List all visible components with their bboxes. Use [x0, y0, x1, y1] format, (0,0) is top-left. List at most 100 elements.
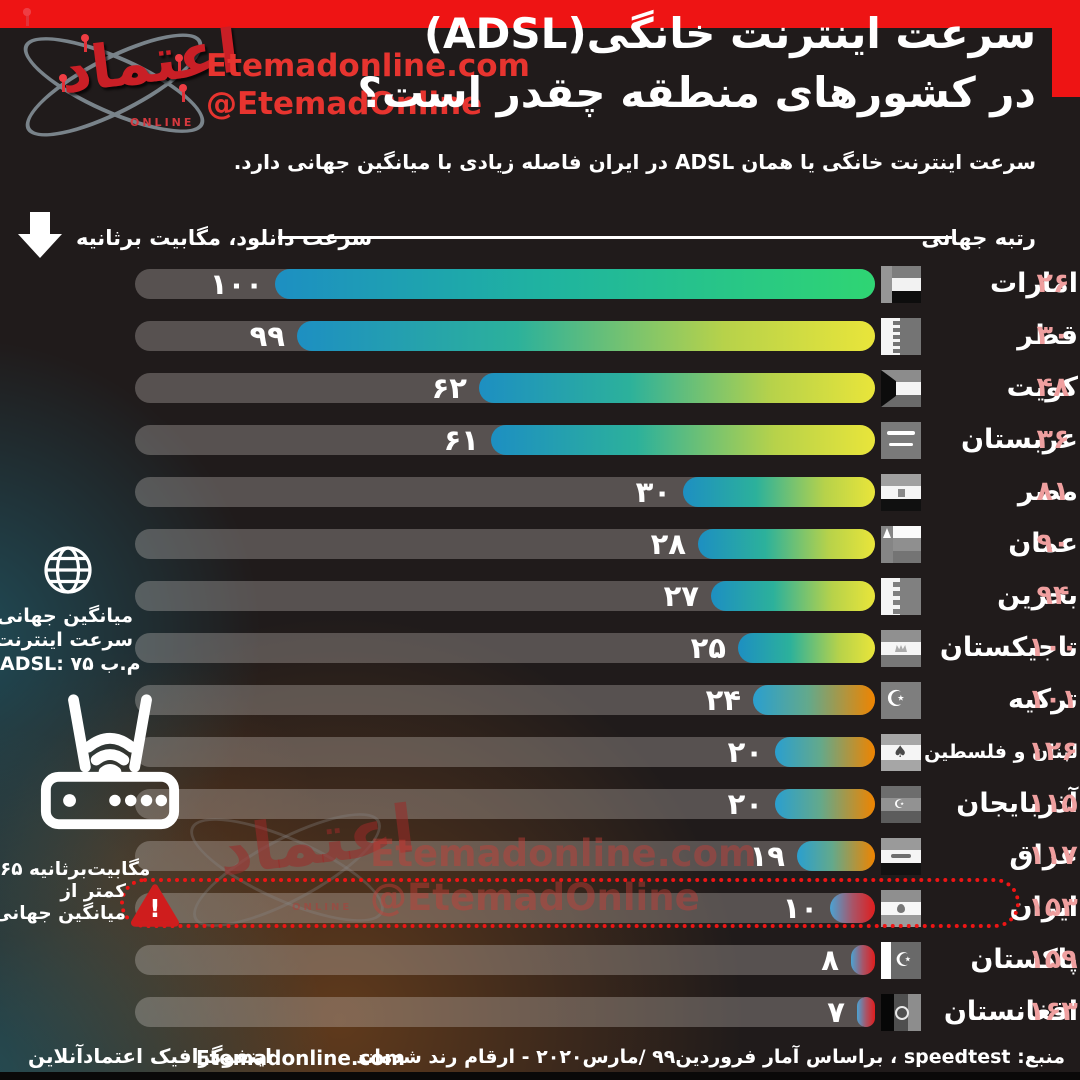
brand-site-url: Etemadonline.com	[206, 48, 530, 84]
global-average-line3: ADSL: ۷۵ م.ب	[0, 653, 141, 675]
bar-value-label: ۱۹	[749, 839, 785, 873]
download-arrow-icon	[16, 210, 64, 264]
top-right-red-corner	[1052, 0, 1080, 97]
bar-fill	[797, 841, 875, 871]
tajikistan-flag-icon	[881, 630, 921, 667]
map-pin-icon	[175, 54, 183, 72]
country-label: بحرین	[997, 580, 1078, 611]
footer-site-url: Etemadonline.com	[196, 1046, 405, 1070]
page-title-line2: در کشورهای منطقه چقدر است؟	[357, 68, 1036, 117]
egypt-flag-icon	[881, 474, 921, 511]
country-label: تاجیکستان	[939, 632, 1078, 663]
page-title-line1: سرعت اینترنت خانگی(ADSL)	[423, 9, 1036, 58]
afghanistan-flag-icon	[881, 994, 921, 1031]
bar-track: ۲۰	[135, 787, 875, 821]
rank-label: ۸۱	[1036, 476, 1070, 507]
rank-label: ۱۱۷	[1028, 840, 1078, 871]
iran-gap-note: ۶۵ مگابیت‌برثانیه کمتر از میانگین جهانی	[0, 859, 150, 925]
rank-label: ۳۶	[1036, 424, 1070, 455]
country-label: عربستان	[960, 424, 1078, 455]
global-average-line1: میانگین جهانی	[0, 605, 133, 627]
bar-fill	[491, 425, 875, 455]
rank-label: ۱۲۶	[1028, 736, 1078, 767]
bar-value-label: ۲۰	[727, 787, 763, 821]
bar-fill	[775, 737, 875, 767]
bar-track: ۶۱	[135, 425, 875, 456]
bar-value-label: ۸	[821, 943, 839, 977]
iran-row-highlight-border	[120, 878, 1020, 928]
footer-credit: اینفوگرافیک اعتمادآنلاین	[28, 1044, 273, 1068]
bar-track: ۲۵	[135, 633, 875, 664]
warning-triangle-icon: !	[130, 883, 180, 932]
bar-fill	[297, 321, 875, 351]
page-subtitle: سرعت اینترنت خانگی یا همان ADSL در ایران…	[233, 150, 1036, 174]
rank-label: ۹۰	[1036, 528, 1070, 559]
iran-gap-line3: میانگین جهانی	[0, 903, 126, 924]
iran-flag-icon	[881, 890, 921, 927]
country-label: لبنان و فلسطین	[924, 741, 1078, 763]
iraq-flag-icon	[881, 838, 921, 875]
country-row-uae: ۱۰۰ امارات ۲۶	[0, 258, 1080, 310]
map-pin-icon	[23, 8, 31, 26]
bar-fill	[830, 893, 875, 923]
global-average-line2: سرعت اینترنت	[0, 629, 133, 651]
bar-track: ۸	[135, 943, 875, 977]
rank-label: ۱۰۱	[1028, 684, 1078, 715]
bahrain-flag-icon	[881, 578, 921, 615]
country-label: ایران	[1009, 892, 1079, 923]
map-pin-icon	[179, 84, 187, 102]
bar-track: ۱۰۰	[135, 267, 875, 301]
lebanon-flag-icon	[881, 734, 921, 771]
router-icon	[36, 688, 184, 840]
bar-fill	[857, 997, 875, 1027]
country-label: عراق	[1009, 840, 1078, 871]
map-pin-icon	[59, 74, 67, 92]
rank-label: ۱۵۳	[1028, 892, 1078, 923]
country-label: افغانستان	[943, 996, 1078, 1027]
bar-fill	[753, 685, 875, 715]
country-row-kuwait: ۶۲ کویت ۴۸	[0, 362, 1080, 414]
country-label: مصر	[1017, 476, 1078, 507]
saudi-flag-icon	[881, 422, 921, 459]
country-row-oman: ۲۸ عمان ۹۰	[0, 518, 1080, 570]
bar-fill	[738, 633, 875, 663]
bar-value-label: ۲۴	[705, 683, 741, 717]
bar-value-label: ۱۰۰	[209, 267, 263, 301]
country-label: عمان	[1008, 528, 1078, 559]
bar-track: ۲۴	[135, 683, 875, 717]
footer-source-note: منبع: speedtest ، براساس آمار فروردین۹۹ …	[356, 1046, 1065, 1068]
bar-track: ۹۹	[135, 319, 875, 353]
bar-fill	[479, 373, 875, 403]
rank-label: ۴۸	[1036, 372, 1070, 403]
country-label: قطر	[1017, 320, 1078, 351]
country-label: آذربایجان	[956, 788, 1078, 819]
pakistan-flag-icon	[881, 942, 921, 979]
bar-value-label: ۹۹	[249, 319, 285, 353]
bar-track: ۷	[135, 995, 875, 1029]
etemad-logo: اعتماد ONLINE	[12, 8, 243, 156]
rank-label: ۹۴	[1036, 580, 1070, 611]
country-label: کویت	[1006, 372, 1078, 403]
uae-flag-icon	[881, 266, 921, 303]
rank-label: ۱۰۰	[1028, 632, 1078, 663]
country-row-qatar: ۹۹ قطر ۳۰	[0, 310, 1080, 362]
bar-track: ۲۷	[135, 581, 875, 612]
bar-value-label: ۶۲	[431, 371, 467, 405]
bar-value-label: ۷	[827, 995, 845, 1029]
bar-value-label: ۲۸	[650, 527, 686, 561]
bar-fill	[698, 529, 875, 559]
rank-label: ۱۶۳	[1028, 996, 1078, 1027]
bar-value-label: ۳۰	[635, 475, 671, 509]
map-pin-icon	[81, 34, 89, 52]
kuwait-flag-icon	[881, 370, 921, 407]
globe-icon	[42, 544, 94, 600]
brand-social-handle: @EtemadOnline	[206, 86, 483, 122]
bar-track: ۱۹	[135, 839, 875, 873]
bar-value-label: ۱۰	[782, 891, 818, 925]
bar-track: ۲۰	[135, 737, 875, 768]
country-row-afghanistan: ۷ افغانستان ۱۶۳	[0, 986, 1080, 1038]
azerbaijan-flag-icon	[881, 786, 921, 823]
